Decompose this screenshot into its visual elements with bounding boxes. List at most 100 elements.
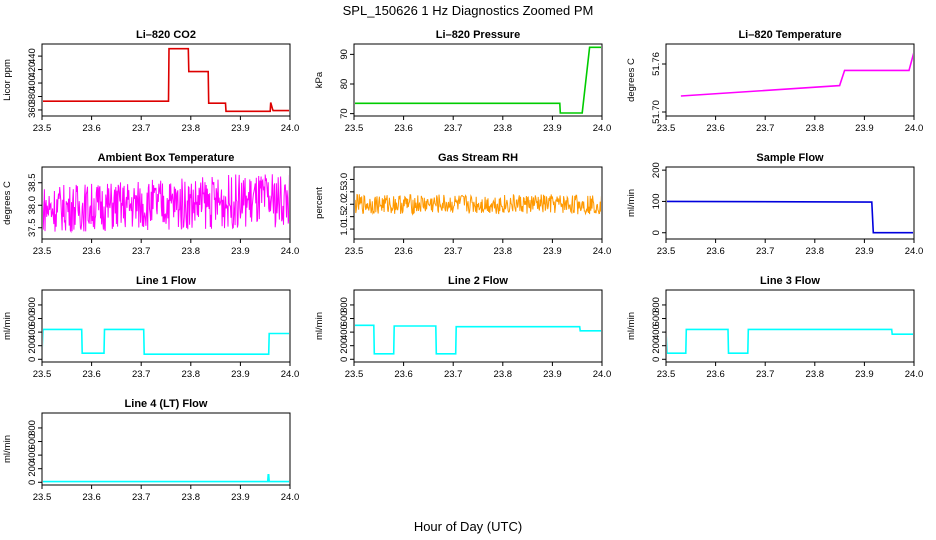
plot-frame (665, 289, 915, 363)
plot-frame (665, 166, 915, 240)
panel-9: Line 4 (LT) Flow 23.5 23.6 23.7 23.8 23.9 24.0… (2, 398, 299, 503)
x-tick-label: 24.0 (593, 246, 612, 257)
panel-2: Li–820 Temperature 23.5 23.6 23.7 23.8 23.9 24… (626, 29, 923, 134)
y-tick-label: 400 (27, 324, 38, 340)
y-tick-label: 200 (339, 338, 350, 354)
x-tick-label: 23.6 (82, 246, 101, 257)
series-line-0 (680, 52, 913, 97)
panel-title: Sample Flow (756, 152, 824, 164)
y-tick-label: 200 (27, 338, 38, 354)
y-tick-label: 200 (27, 461, 38, 477)
y-axis-label: percent (314, 187, 325, 219)
x-tick-label: 23.7 (444, 123, 463, 134)
x-tick-label: 23.7 (444, 246, 463, 257)
x-tick-label: 23.8 (806, 369, 825, 380)
figure-title: SPL_150626 1 Hz Diagnostics Zoomed PM (343, 3, 594, 18)
figure-x-axis-label: Hour of Day (UTC) (414, 519, 522, 534)
x-tick-label: 23.7 (132, 492, 151, 503)
x-tick-label: 24.0 (281, 369, 300, 380)
x-tick-label: 23.9 (231, 123, 250, 134)
series-line-0 (667, 200, 913, 234)
x-tick-label: 23.9 (231, 246, 250, 257)
series-line-0 (43, 328, 289, 356)
x-tick-label: 23.7 (132, 369, 151, 380)
y-tick-label: 0 (27, 357, 38, 362)
x-tick-label: 24.0 (593, 369, 612, 380)
y-tick-label: 80 (339, 79, 350, 90)
y-tick-label: 2.0 (339, 198, 350, 211)
x-tick-label: 23.6 (706, 369, 725, 380)
series-line-0 (667, 328, 913, 355)
plot-frame (41, 412, 291, 486)
x-tick-label: 23.9 (855, 246, 874, 257)
x-tick-label: 23.8 (182, 369, 201, 380)
y-tick-label: 400 (27, 447, 38, 463)
x-tick-label: 23.6 (82, 123, 101, 134)
plot-frame (665, 43, 915, 117)
y-tick-label: 800 (651, 297, 662, 313)
panel-title: Ambient Box Temperature (98, 152, 235, 164)
y-tick-label: 51.76 (651, 52, 662, 76)
y-tick-label: 51.70 (651, 100, 662, 124)
y-tick-label: 90 (339, 49, 350, 60)
plot-frame (353, 166, 603, 240)
x-tick-label: 23.9 (543, 246, 562, 257)
y-tick-label: 800 (339, 297, 350, 313)
x-tick-label: 23.7 (756, 123, 775, 134)
y-tick-label: 600 (651, 311, 662, 327)
y-axis-label: ml/min (2, 312, 13, 340)
panel-7: Line 2 Flow 23.5 23.6 23.7 23.8 23.9 24.0 0 2004… (314, 275, 611, 380)
panel-8: Line 3 Flow 23.5 23.6 23.7 23.8 23.9 24.0 0 2004… (626, 275, 923, 380)
y-tick-label: 600 (339, 311, 350, 327)
y-tick-label: 2.5 (339, 185, 350, 198)
x-tick-label: 23.6 (394, 369, 413, 380)
x-tick-label: 24.0 (905, 369, 924, 380)
x-tick-label: 23.8 (494, 369, 513, 380)
x-tick-label: 23.8 (806, 246, 825, 257)
x-tick-label: 24.0 (281, 123, 300, 134)
y-axis-label: ml/min (626, 189, 637, 217)
x-tick-label: 23.9 (231, 492, 250, 503)
panel-title: Line 1 Flow (136, 275, 196, 287)
panel-3: Ambient Box Temperature 23.5 23.6 23.7 23.8 2… (2, 152, 299, 257)
x-tick-label: 24.0 (905, 123, 924, 134)
y-tick-label: 600 (27, 434, 38, 450)
x-tick-label: 23.8 (806, 123, 825, 134)
x-tick-label: 23.5 (33, 246, 52, 257)
x-tick-label: 23.6 (82, 492, 101, 503)
panel-title: Line 3 Flow (760, 275, 820, 287)
plot-frame (41, 289, 291, 363)
x-tick-label: 23.6 (394, 123, 413, 134)
x-tick-label: 23.5 (657, 123, 676, 134)
y-tick-label: 0 (651, 357, 662, 362)
x-tick-label: 24.0 (905, 246, 924, 257)
x-tick-label: 23.7 (132, 123, 151, 134)
x-tick-label: 23.8 (182, 246, 201, 257)
series-line-0 (355, 193, 601, 216)
y-tick-label: 1.5 (339, 210, 350, 223)
y-axis-label: ml/min (314, 312, 325, 340)
y-tick-label: 400 (651, 324, 662, 340)
panel-5: Sample Flow 23.5 23.6 23.7 23.8 23.9 24.0 0 100 2… (626, 152, 923, 257)
y-tick-label: 38.0 (27, 196, 38, 215)
x-tick-label: 23.5 (657, 369, 676, 380)
y-tick-label: 200 (651, 162, 662, 178)
y-tick-label: 3.0 (339, 173, 350, 186)
x-tick-label: 23.6 (394, 246, 413, 257)
x-tick-label: 23.6 (82, 369, 101, 380)
x-tick-label: 23.9 (855, 123, 874, 134)
series-line-0 (43, 47, 289, 113)
y-tick-label: 100 (651, 194, 662, 210)
x-tick-label: 24.0 (281, 492, 300, 503)
x-tick-label: 23.8 (494, 123, 513, 134)
chart-panels: Li–820 CO2 23.5 23.6 23.7 23.8 23.9 24.0 360380… (2, 29, 923, 503)
y-tick-label: 420 (27, 62, 38, 78)
x-tick-label: 23.7 (756, 369, 775, 380)
series-line-0 (43, 473, 289, 483)
x-tick-label: 23.9 (543, 123, 562, 134)
x-tick-label: 23.6 (706, 246, 725, 257)
plot-frame (353, 289, 603, 363)
y-axis-label: ml/min (2, 435, 13, 463)
x-tick-label: 23.5 (657, 246, 676, 257)
plot-frame (41, 166, 291, 240)
